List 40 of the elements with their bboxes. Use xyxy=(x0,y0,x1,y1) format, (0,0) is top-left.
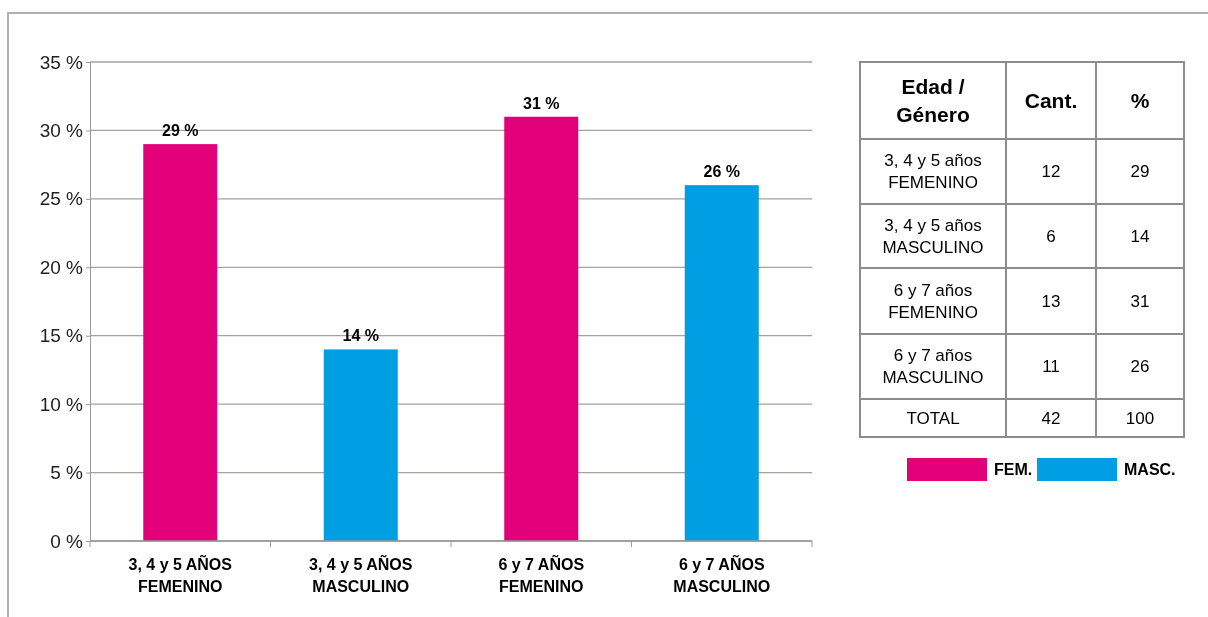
category-label: 6 y 7 años FEMENINO xyxy=(888,280,978,322)
y-tick-label: 35 % xyxy=(39,51,84,73)
bar xyxy=(684,185,759,541)
x-tick-label: 3, 4 y 5 AÑOS FEMENINO xyxy=(128,553,233,595)
text: % xyxy=(1130,88,1150,112)
y-tick-label: 25 % xyxy=(39,188,84,210)
data-label: 14 xyxy=(1130,226,1150,246)
y-tick-label: 5 % xyxy=(50,462,84,484)
category-label: 3, 4 y 5 años FEMENINO xyxy=(884,151,982,193)
bar xyxy=(504,116,579,541)
data-label: 31 xyxy=(1130,291,1150,311)
text: Edad / Género xyxy=(896,74,970,126)
data-label: 26 % xyxy=(703,163,740,181)
y-tick-label: 0 % xyxy=(50,530,84,552)
bar xyxy=(323,349,398,541)
legend-label: MASC. xyxy=(1124,461,1176,478)
data-label: 14 % xyxy=(342,327,379,345)
data-label: 29 xyxy=(1130,162,1150,182)
text: Cant. xyxy=(1024,88,1078,112)
data-label: 6 xyxy=(1046,226,1056,246)
x-tick-label: 3, 4 y 5 AÑOS MASCULINO xyxy=(309,553,413,595)
data-label: 11 xyxy=(1042,357,1060,377)
x-tick-label: 6 y 7 AÑOS MASCULINO xyxy=(673,553,771,595)
x-tick-label: 6 y 7 AÑOS FEMENINO xyxy=(498,553,585,595)
data-label: 31 % xyxy=(523,94,560,112)
y-tick-label: 30 % xyxy=(39,120,84,142)
y-tick-label: 10 % xyxy=(39,393,84,415)
data-label: 42 xyxy=(1041,408,1061,428)
legend-label: FEM. xyxy=(994,461,1033,478)
y-tick-label: 15 % xyxy=(39,325,84,347)
data-label: 26 xyxy=(1130,357,1150,377)
data-label: 12 xyxy=(1041,162,1061,182)
category-label: TOTAL xyxy=(906,408,960,428)
bar xyxy=(143,144,218,541)
data-label: 13 xyxy=(1041,291,1061,311)
category-label: 6 y 7 años MASCULINO xyxy=(882,346,984,388)
data-label: 29 % xyxy=(162,122,199,140)
data-label: 100 xyxy=(1125,408,1155,428)
category-label: 3, 4 y 5 años MASCULINO xyxy=(882,215,984,257)
y-tick-label: 20 % xyxy=(39,256,84,278)
